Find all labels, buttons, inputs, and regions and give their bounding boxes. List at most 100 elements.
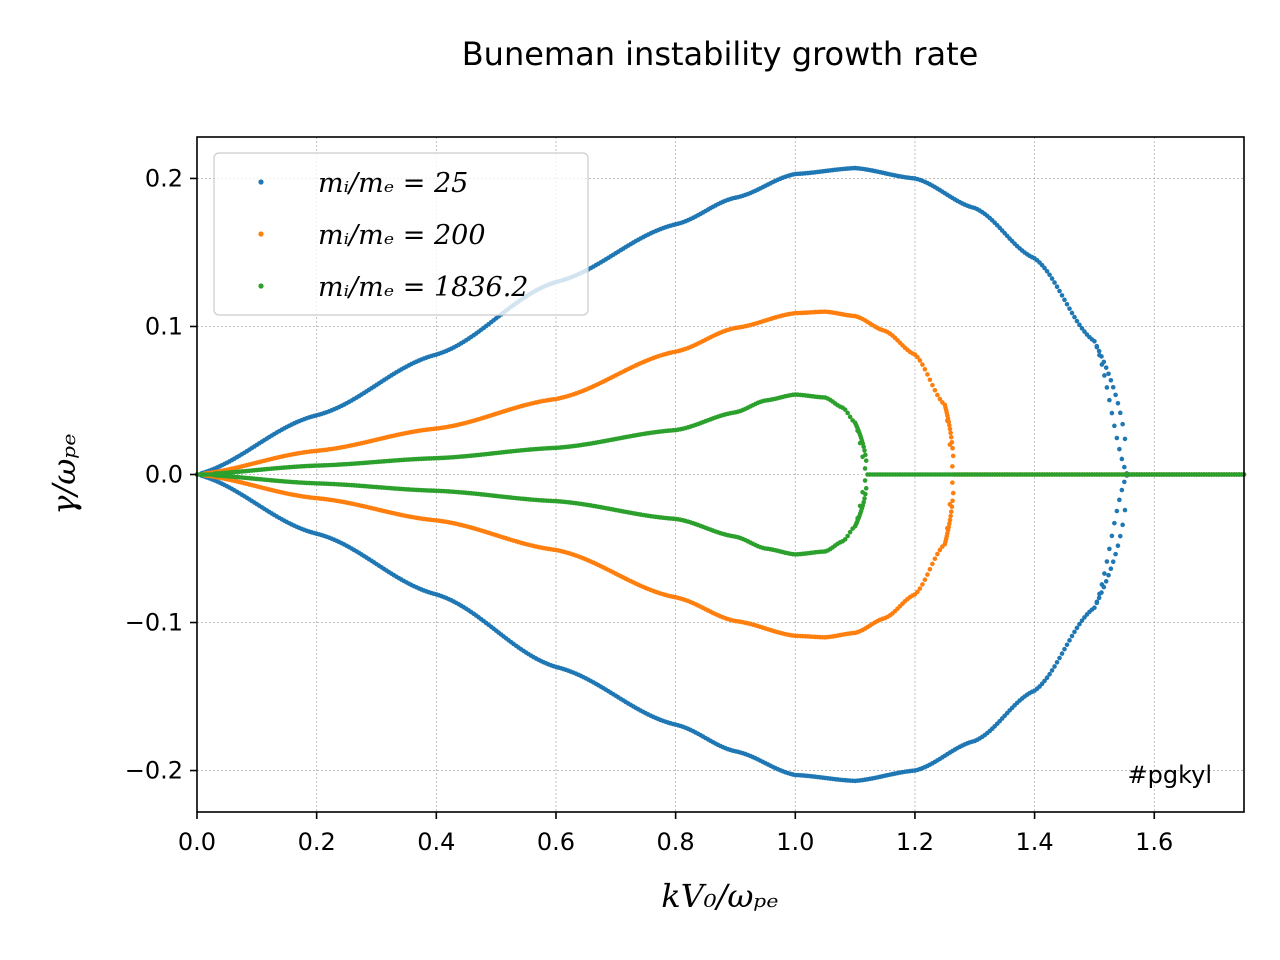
data-point	[1109, 533, 1115, 539]
data-point	[845, 533, 850, 539]
data-point	[1104, 385, 1110, 390]
data-point	[1079, 326, 1085, 331]
data-point	[1096, 595, 1102, 601]
data-point	[935, 551, 940, 557]
data-point	[1103, 365, 1109, 370]
data-point	[1113, 392, 1118, 398]
x-tick-label: 0.2	[298, 828, 336, 856]
data-point	[917, 586, 923, 591]
legend-label-1: mᵢ/mₑ = 200	[318, 220, 486, 251]
data-point	[1113, 551, 1118, 557]
data-point	[1094, 600, 1100, 606]
data-point	[842, 537, 848, 542]
data-point	[1099, 590, 1104, 595]
data-point	[1064, 301, 1070, 307]
data-point	[1103, 579, 1109, 584]
data-point	[1072, 629, 1077, 635]
x-tick-label: 1.4	[1016, 828, 1054, 856]
data-point	[847, 414, 853, 420]
data-point	[1092, 605, 1097, 611]
data-point	[1094, 343, 1100, 349]
data-point	[1114, 435, 1120, 441]
data-point	[935, 392, 940, 398]
data-point	[1117, 497, 1122, 503]
data-point	[1059, 293, 1065, 298]
data-point	[862, 478, 868, 483]
data-point	[1102, 373, 1107, 378]
data-point	[1117, 410, 1123, 416]
legend-label-0: mᵢ/mₑ = 25	[318, 168, 468, 199]
y-tick-label: −0.1	[125, 609, 183, 637]
data-point	[947, 517, 953, 523]
data-point	[1077, 621, 1082, 627]
data-point	[863, 491, 868, 497]
data-point	[1101, 359, 1107, 365]
data-point	[927, 377, 933, 383]
data-point	[917, 358, 923, 363]
data-point	[947, 423, 952, 428]
data-point	[1102, 571, 1107, 576]
data-point	[922, 577, 928, 583]
data-point	[1115, 543, 1121, 549]
data-point	[1106, 371, 1111, 377]
data-point	[950, 453, 956, 459]
data-point	[950, 498, 955, 504]
data-point	[1108, 566, 1114, 571]
data-point	[1062, 297, 1067, 303]
data-point	[948, 509, 954, 514]
legend-marker-2	[258, 283, 264, 289]
x-tick-label: 1.6	[1135, 828, 1173, 856]
data-point	[1099, 354, 1104, 359]
x-tick-label: 0.0	[178, 828, 216, 856]
data-point	[949, 439, 955, 445]
data-point	[1110, 384, 1116, 390]
data-point	[949, 504, 955, 510]
data-point	[948, 435, 954, 440]
legend-box	[213, 152, 589, 316]
data-point	[1042, 265, 1047, 271]
data-point	[1110, 559, 1116, 565]
data-point	[937, 396, 943, 402]
chart-title: Buneman instability growth rate	[462, 35, 979, 73]
data-point	[1112, 520, 1117, 526]
data-point	[1107, 397, 1112, 403]
data-point	[1067, 638, 1072, 643]
data-point	[1120, 522, 1125, 528]
x-tick-label: 0.6	[537, 828, 575, 856]
data-point	[1108, 378, 1114, 383]
data-point	[948, 430, 953, 436]
legend: mᵢ/mₑ = 25 mᵢ/mₑ = 200 mᵢ/mₑ = 1836.2	[213, 152, 589, 316]
data-point	[1117, 533, 1123, 539]
axis-ticks: 0.0 0.2 0.4 0.6 0.8 1.0 1.2 1.4 1.6 −0.2 −0.1 0.0 0.…	[125, 164, 1174, 856]
data-point	[915, 589, 920, 595]
data-point	[1074, 318, 1080, 324]
x-tick-label: 1.2	[896, 828, 934, 856]
data-point	[948, 513, 953, 519]
x-tick-label: 0.4	[417, 828, 455, 856]
y-tick-label: 0.2	[145, 164, 183, 192]
data-point	[1054, 284, 1060, 290]
data-point	[861, 499, 866, 505]
data-point	[1042, 678, 1047, 684]
data-point	[1069, 310, 1075, 316]
y-tick-label: 0.0	[145, 461, 183, 489]
data-point	[947, 426, 953, 432]
data-point	[1057, 288, 1062, 294]
data-point	[927, 566, 933, 572]
data-point	[930, 561, 935, 567]
data-point	[947, 521, 952, 526]
data-point	[845, 410, 850, 416]
data-point	[950, 464, 955, 469]
data-point	[847, 529, 853, 535]
y-tick-label: 0.1	[145, 312, 183, 340]
data-point	[861, 444, 866, 450]
data-point	[1122, 436, 1128, 442]
data-point	[950, 480, 955, 485]
data-point	[1052, 280, 1057, 285]
data-point	[950, 490, 956, 496]
data-point	[1107, 546, 1112, 552]
data-point	[1052, 664, 1057, 669]
data-point	[1122, 464, 1127, 470]
data-point	[1122, 507, 1128, 513]
data-point	[1049, 276, 1055, 281]
